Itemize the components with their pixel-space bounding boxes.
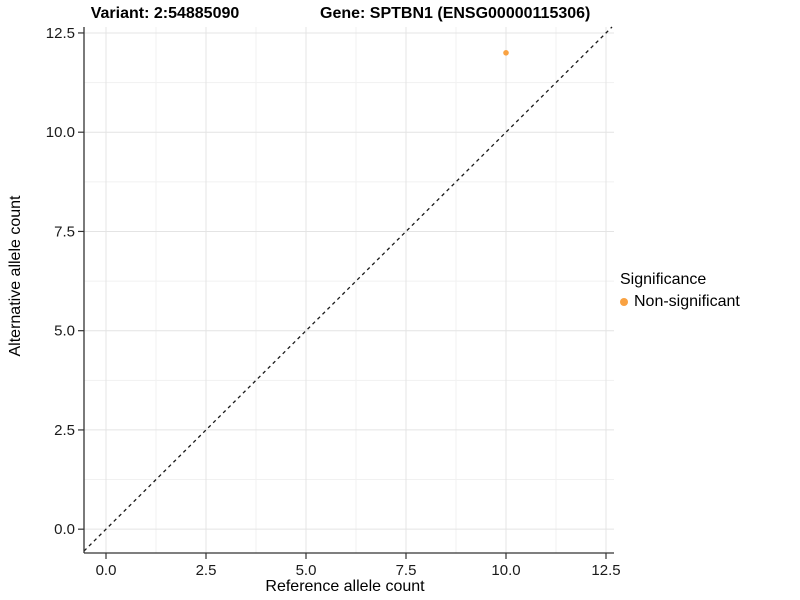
y-tick-label: 2.5 <box>54 422 75 439</box>
y-tick-label: 12.5 <box>46 25 75 42</box>
x-axis-title: Reference allele count <box>265 578 425 595</box>
legend-item: Non-significant <box>620 293 740 311</box>
x-tick-label: 5.0 <box>296 562 317 579</box>
legend-item-label: Non-significant <box>634 293 740 310</box>
data-point <box>503 50 509 56</box>
gene-title: Gene: SPTBN1 (ENSG00000115306) <box>320 5 591 22</box>
legend: Significance Non-significant <box>620 271 740 311</box>
x-tick-label: 12.5 <box>591 562 620 579</box>
y-tick-label: 5.0 <box>54 323 75 340</box>
legend-title: Significance <box>620 271 707 288</box>
x-tick-label: 0.0 <box>96 562 117 579</box>
y-tick-label: 0.0 <box>54 521 75 538</box>
x-tick-label: 2.5 <box>196 562 217 579</box>
y-tick-label: 10.0 <box>46 124 75 141</box>
y-tick-label: 7.5 <box>54 223 75 240</box>
identity-reference-line <box>83 26 613 552</box>
variant-title: Variant: 2:54885090 <box>90 5 240 22</box>
legend-items: Non-significant <box>620 293 740 311</box>
x-tick-label: 10.0 <box>491 562 520 579</box>
y-axis-title: Alternative allele count <box>7 195 24 357</box>
legend-key-dot-icon <box>620 298 628 306</box>
x-tick-label: 7.5 <box>396 562 417 579</box>
